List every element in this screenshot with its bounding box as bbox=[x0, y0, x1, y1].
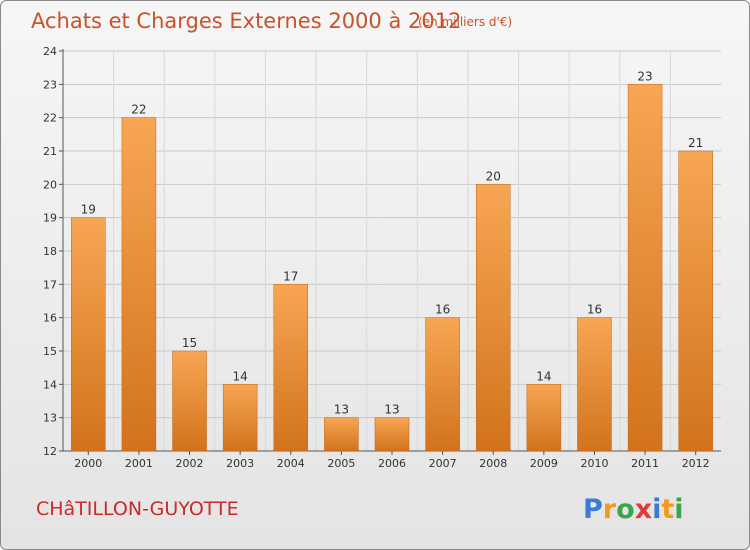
chart-subtitle: (en milliers d'€) bbox=[418, 15, 512, 29]
data-label-2008: 20 bbox=[486, 169, 501, 183]
data-label-2006: 13 bbox=[384, 403, 399, 417]
bar-2012 bbox=[678, 150, 713, 452]
y-tick-label: 14 bbox=[43, 378, 57, 391]
bar-2005 bbox=[324, 417, 359, 452]
x-tick-label: 2007 bbox=[429, 457, 457, 470]
data-label-2011: 23 bbox=[637, 69, 652, 83]
data-label-2004: 17 bbox=[283, 269, 298, 283]
bar-2010 bbox=[577, 317, 612, 452]
data-label-2000: 19 bbox=[81, 203, 96, 217]
logo-letter: x bbox=[635, 494, 652, 525]
y-tick-label: 12 bbox=[43, 445, 57, 458]
bar-2009 bbox=[526, 384, 562, 452]
data-label-2007: 16 bbox=[435, 303, 450, 317]
x-tick-label: 2008 bbox=[479, 457, 507, 470]
y-tick-label: 22 bbox=[43, 112, 57, 125]
proxiti-logo: Proxiti bbox=[583, 494, 684, 525]
x-tick-label: 2012 bbox=[682, 457, 710, 470]
data-label-2002: 15 bbox=[182, 336, 197, 350]
y-tick-label: 24 bbox=[43, 45, 57, 58]
y-tick-label: 16 bbox=[43, 312, 57, 325]
data-label-2001: 22 bbox=[131, 103, 146, 117]
y-tick-label: 17 bbox=[43, 278, 57, 291]
data-label-2010: 16 bbox=[587, 303, 602, 317]
logo-letter: t bbox=[661, 494, 674, 525]
y-tick-label: 13 bbox=[43, 412, 57, 425]
bar-2002 bbox=[172, 350, 207, 452]
logo-letter: i bbox=[652, 494, 661, 525]
logo-letter: r bbox=[603, 494, 617, 525]
data-label-2012: 21 bbox=[688, 136, 703, 150]
x-tick-label: 2010 bbox=[580, 457, 608, 470]
bar-2006 bbox=[374, 417, 410, 452]
chart-title: Achats et Charges Externes 2000 à 2012 bbox=[31, 9, 461, 33]
bar-2011 bbox=[627, 84, 663, 452]
x-tick-label: 2002 bbox=[176, 457, 204, 470]
commune-name: CHâTILLON-GUYOTTE bbox=[36, 498, 239, 520]
x-tick-label: 2000 bbox=[74, 457, 102, 470]
x-tick-label: 2001 bbox=[125, 457, 153, 470]
bar-2008 bbox=[475, 184, 511, 452]
y-tick-label: 21 bbox=[43, 145, 57, 158]
bar-2001 bbox=[121, 117, 157, 452]
x-tick-label: 2005 bbox=[327, 457, 355, 470]
bar-2007 bbox=[425, 317, 460, 452]
data-label-2005: 13 bbox=[334, 403, 349, 417]
x-tick-label: 2006 bbox=[378, 457, 406, 470]
x-tick-label: 2004 bbox=[277, 457, 305, 470]
data-label-2003: 14 bbox=[233, 369, 248, 383]
logo-letter: i bbox=[674, 494, 683, 525]
bar-2004 bbox=[273, 284, 309, 452]
y-tick-label: 18 bbox=[43, 245, 57, 258]
data-label-2009: 14 bbox=[536, 369, 551, 383]
x-tick-label: 2011 bbox=[631, 457, 659, 470]
bar-2003 bbox=[222, 384, 258, 452]
y-tick-label: 20 bbox=[43, 178, 57, 191]
bar-2000 bbox=[71, 217, 106, 452]
x-tick-label: 2009 bbox=[530, 457, 558, 470]
logo-letter: o bbox=[616, 494, 635, 525]
y-tick-label: 15 bbox=[43, 345, 57, 358]
x-tick-label: 2003 bbox=[226, 457, 254, 470]
y-tick-label: 23 bbox=[43, 78, 57, 91]
y-tick-label: 19 bbox=[43, 212, 57, 225]
logo-letter: P bbox=[583, 494, 603, 525]
